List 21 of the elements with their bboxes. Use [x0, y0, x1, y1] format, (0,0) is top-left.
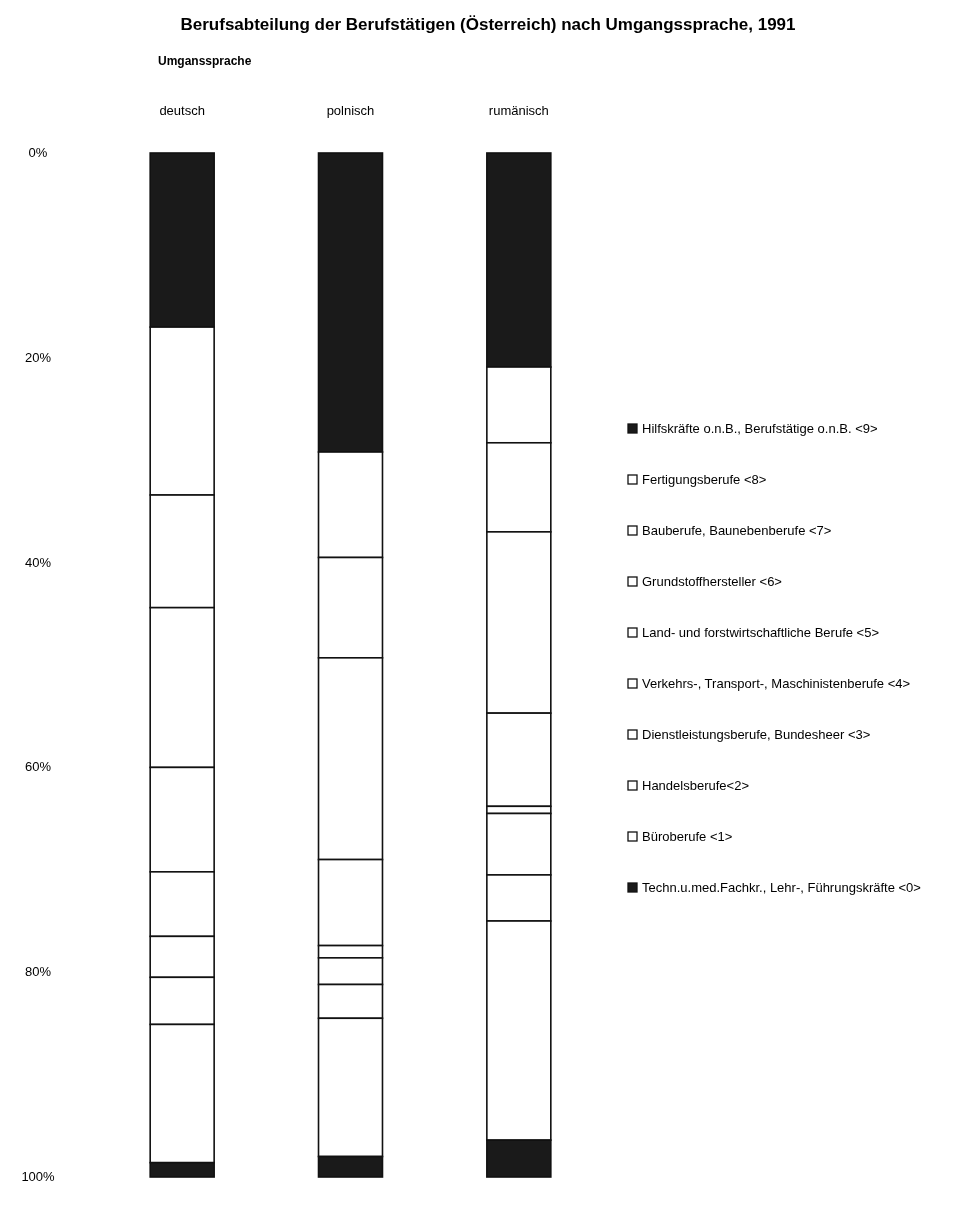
y-tick-label: 20%	[24, 349, 52, 365]
legend-label: Handelsberufe<2>	[642, 778, 749, 793]
legend-label: Grundstoffhersteller <6>	[642, 574, 782, 589]
legend-label: Hilfskräfte o.n.B., Berufstätige o.n.B. <9>	[642, 421, 878, 436]
x-tick-label: deutsch	[159, 103, 205, 118]
y-tick-label: 0%	[28, 145, 48, 160]
legend-label: Büroberufe <1>	[642, 829, 733, 844]
chart-subtitle: Umganssprache	[158, 54, 252, 68]
chart-title: Berufsabteilung der Berufstätigen (Österreich) nach Umgangssprache, 1991	[180, 15, 796, 34]
y-tick-label: 80%	[24, 964, 52, 980]
legend-label: Dienstleistungsberufe, Bundesheer <3>	[642, 727, 871, 742]
x-tick-label: rumänisch	[488, 103, 549, 118]
legend-label: Bauberufe, Baunebenberufe <7>	[642, 523, 832, 538]
legend-label: Fertigungsberufe <8>	[642, 472, 767, 487]
y-tick-label: 60%	[24, 759, 52, 775]
y-tick-label: 100%	[21, 1169, 56, 1184]
legend-label: Land- und forstwirtschaftliche Berufe <5>	[642, 625, 880, 640]
legend-label: Verkehrs-, Transport-, Maschinistenberufe <4>	[642, 676, 911, 691]
x-tick-label: polnisch	[326, 103, 375, 118]
legend-label: Techn.u.med.Fachkr., Lehr-, Führungskräfte <0>	[642, 880, 921, 895]
y-tick-label: 40%	[24, 554, 52, 570]
